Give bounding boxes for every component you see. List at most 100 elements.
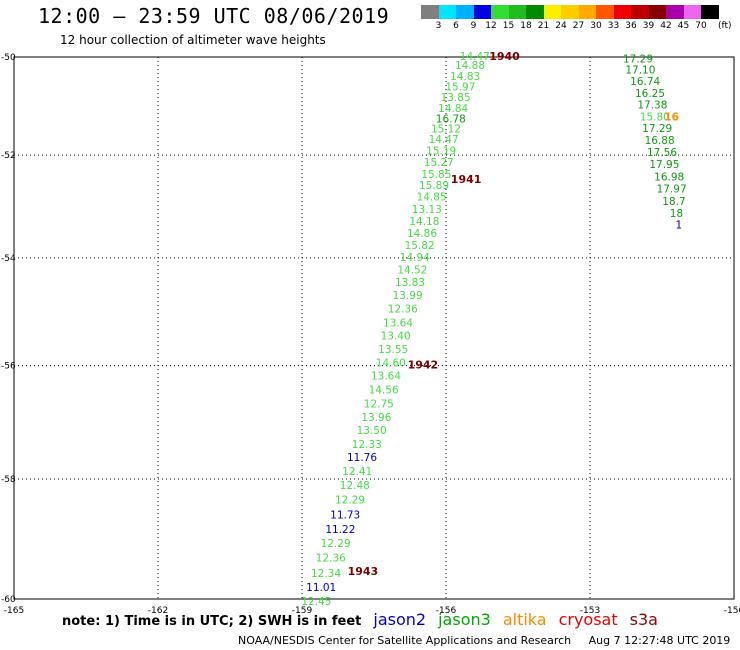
scale-swatch [491,5,509,19]
wave-height-value: 13.64 [371,371,401,383]
wave-height-value: 16 [664,111,679,123]
scale-label: 27 [572,21,585,31]
scale-label: 30 [590,21,602,31]
scale-swatch [508,5,526,19]
wave-height-value: 11.76 [347,452,377,464]
wave-height-value: 13.64 [383,317,413,329]
scale-label: 18 [520,21,532,31]
credit-text: NOAA/NESDIS Center for Satellite Applica… [238,634,572,647]
wave-height-value: 12.41 [342,466,372,478]
wave-height-value: 12.34 [311,568,341,580]
scale-swatch [561,5,579,19]
scale-label: 45 [677,21,690,31]
wave-height-value: 17.97 [657,184,687,196]
color-scale-legend [421,5,719,19]
wave-height-value: 15.12 [431,124,461,136]
wave-height-value: 17.10 [625,64,655,76]
longitude-label: -162 [148,606,168,616]
units-note: note: 1) Time is in UTC; 2) SWH is in fe… [62,614,362,629]
wave-height-value: 1 [675,220,682,232]
wave-height-value: 14.56 [369,385,399,397]
time-marks: 1940 1941 1942 1943 [348,50,521,578]
longitude-label: -165 [4,606,24,616]
wave-height-value: 14.88 [455,60,485,72]
wave-height-value: 14.84 [438,103,468,115]
scale-swatch [578,5,596,19]
wave-height-value: 13.83 [395,277,425,289]
legend-jason3: jason3 [438,610,491,629]
latitude-label: -58 [1,475,16,485]
wave-height-value: 12.36 [388,303,418,315]
scale-label: 9 [470,21,477,31]
scale-label: 33 [607,21,620,31]
wave-height-value: 18.7 [662,196,685,208]
latitude-label: -60 [1,595,16,605]
scale-label: 42 [660,21,672,31]
time-mark-label: 1941 [451,173,482,186]
wave-height-value: 15.82 [405,240,435,252]
wave-height-value: 14.85 [417,192,447,204]
wave-height-value: 15.89 [419,180,449,192]
wave-height-value: 15.27 [424,157,454,169]
wave-height-value: 17.56 [647,147,677,159]
wave-height-value: 13.99 [393,290,423,302]
wave-height-value: 15.85 [421,169,451,181]
wave-height-value: 14.86 [407,228,437,240]
wave-height-value: 15.80 [640,111,670,123]
scale-label: 36 [625,21,637,31]
wave-height-value: 16.74 [630,76,660,88]
time-mark-label: 1940 [489,50,520,63]
wave-height-value: 13.85 [441,92,471,104]
wave-height-value: 18 [670,208,683,220]
wave-height-value: 13.40 [381,330,411,342]
wave-height-value: 12.45 [301,596,331,608]
scale-swatch [456,5,474,19]
wave-height-value: 16.78 [436,113,466,125]
scale-swatch [631,5,649,19]
wave-height-value: 13.13 [412,204,442,216]
scale-label: 3 [435,21,442,31]
wave-height-value: 17.29 [623,53,653,65]
longitude-label: -153 [580,606,600,616]
latitude-label: -50 [1,53,16,63]
color-scale-labels: 3 6 9 12 15 18 21 24 27 30 33 36 39 42 45 70 [421,21,740,33]
wave-height-value: 12.29 [321,538,351,550]
wave-height-value: 14.18 [409,216,439,228]
legend-s3a: s3a [629,610,658,629]
latitude-label: -54 [1,254,16,264]
scale-label: 21 [537,21,550,31]
scale-swatch [421,5,439,19]
wave-height-value: 16.88 [645,135,675,147]
wave-height-value: 13.96 [361,412,391,424]
wave-height-value: 12.48 [340,480,370,492]
map-frame [13,56,735,600]
wave-height-value: 12.75 [364,399,394,411]
wave-height-value: 17.38 [637,100,667,112]
scale-swatch [648,5,666,19]
footer-note: note: 1) Time is in UTC; 2) SWH is in fe… [62,610,658,629]
wave-height-value: 14.47 [429,134,459,146]
wave-height-points: 14.4714.8814.8315.9713.8514.8416.7815.12… [301,51,686,608]
wave-height-value: 11.22 [325,524,355,536]
longitude-label: -159 [292,606,313,616]
wave-height-value: 17.95 [649,159,679,171]
scale-label: 15 [502,21,515,31]
scale-swatch [473,5,491,19]
scale-label: 70 [695,21,707,31]
wave-height-value: 14.47 [460,51,490,63]
scale-swatch [683,5,701,19]
longitude-label: -156 [436,606,457,616]
scale-swatch [543,5,561,19]
latitude-label: -52 [1,151,16,161]
wave-height-value: 14.94 [400,252,430,264]
wave-height-value: 16.25 [635,88,665,100]
wave-height-value: 12.33 [352,439,382,451]
legend-altika: altika [502,610,547,629]
wave-height-value: 17.29 [642,123,672,135]
wave-height-value: 11.73 [330,509,360,521]
latitude-label: -56 [1,362,16,372]
map-subtitle: 12 hour collection of altimeter wave hei… [60,33,326,47]
scale-label: 6 [453,21,459,31]
wave-height-value: 15.19 [426,146,456,158]
